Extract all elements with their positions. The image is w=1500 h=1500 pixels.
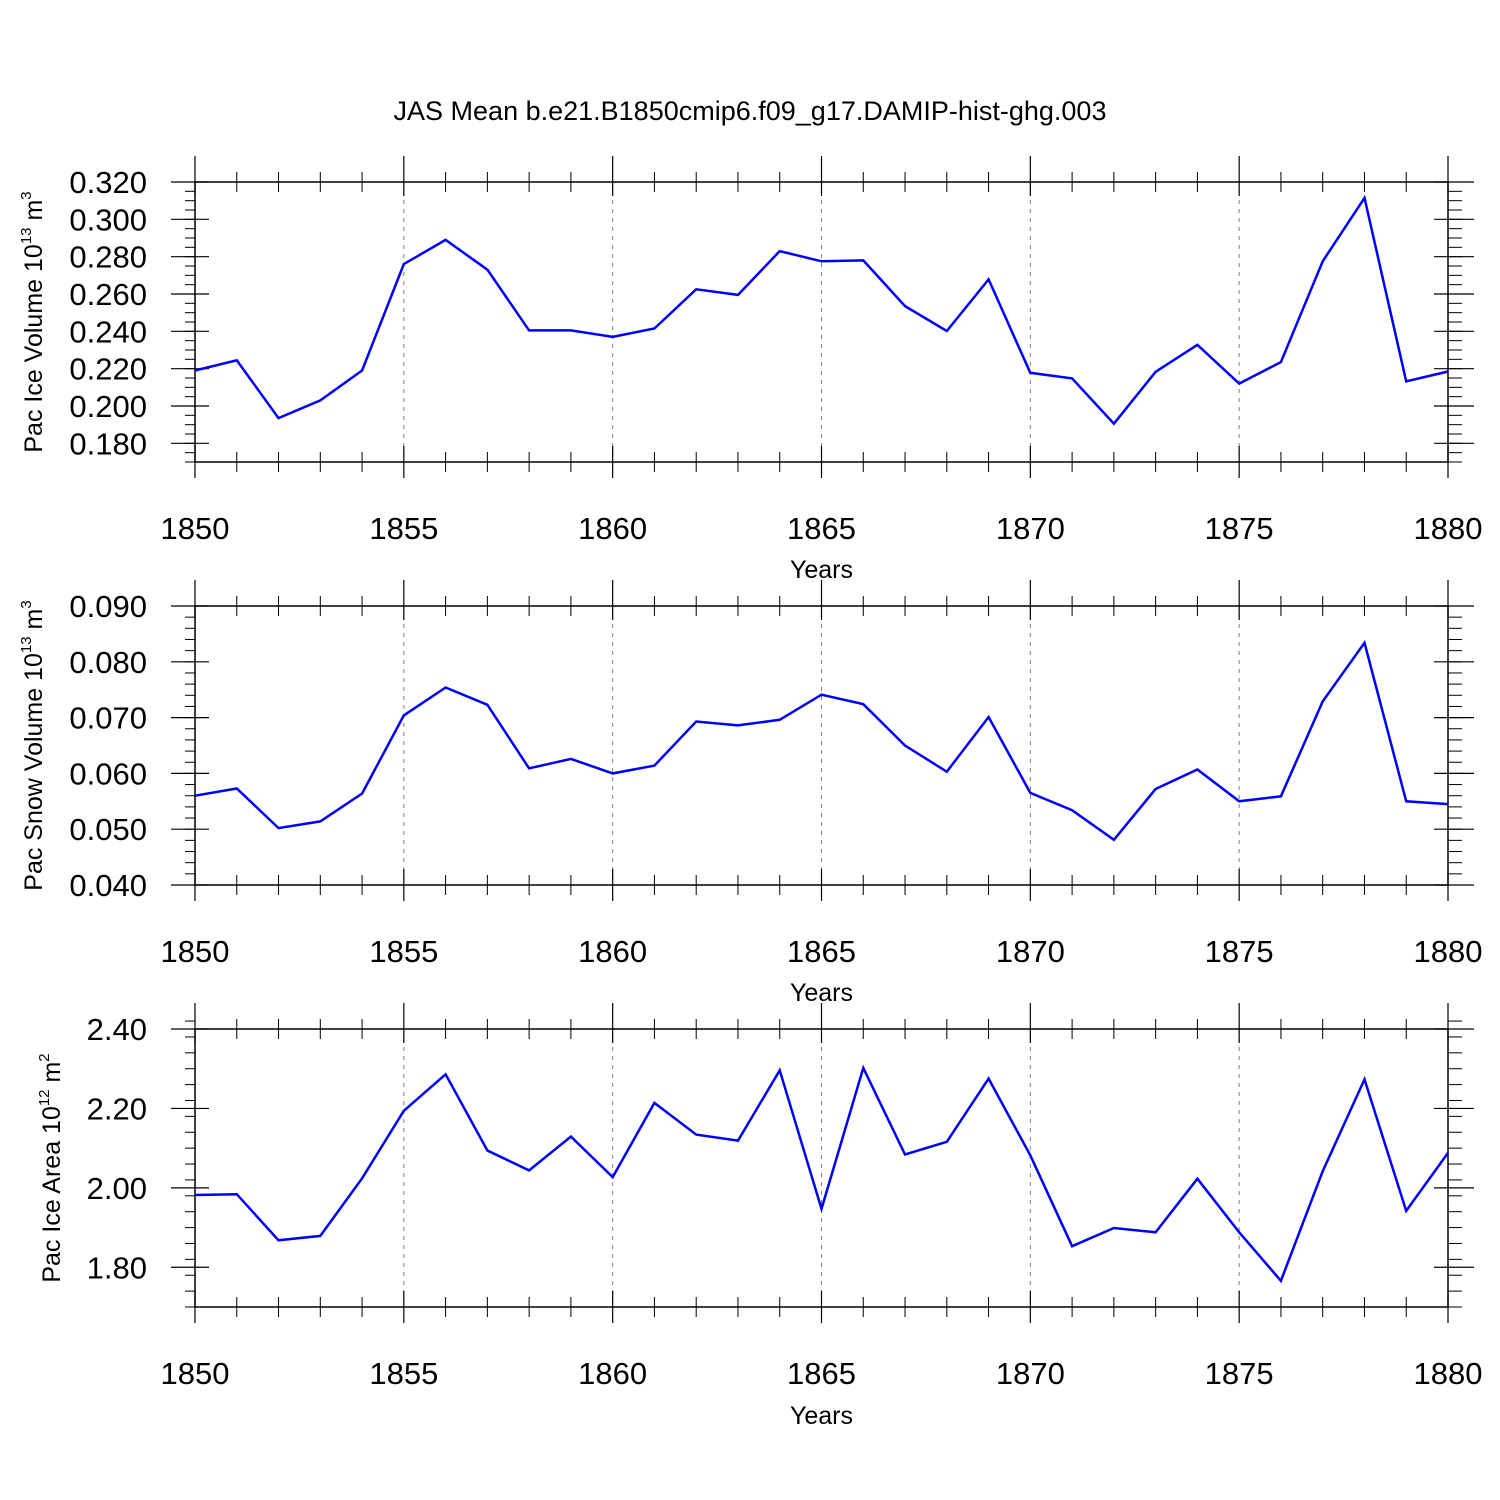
x-tick-label: 1870 bbox=[996, 934, 1065, 969]
x-axis-title: Years bbox=[790, 1402, 853, 1430]
y-axis-title-unit-exponent: 3 bbox=[18, 191, 35, 199]
y-axis-title: Pac Ice Volume 1013 m3 bbox=[18, 191, 48, 452]
x-tick-label: 1880 bbox=[1414, 511, 1483, 546]
y-axis-title-exponent: 13 bbox=[18, 636, 35, 653]
y-tick-label: 0.090 bbox=[69, 589, 147, 624]
y-tick-label: 0.080 bbox=[69, 645, 147, 680]
x-tick-label: 1860 bbox=[578, 511, 647, 546]
y-axis-title-unit: m bbox=[38, 1062, 66, 1090]
y-tick-label: 0.070 bbox=[69, 701, 147, 736]
y-axis-title: Pac Ice Area 1012 m2 bbox=[36, 1053, 66, 1282]
y-tick-label: 0.240 bbox=[69, 314, 147, 349]
x-axis-title: Years bbox=[790, 556, 853, 584]
x-tick-label: 1850 bbox=[161, 1356, 230, 1391]
y-axis-title-unit: m bbox=[20, 200, 48, 228]
y-axis-title-unit-exponent: 2 bbox=[36, 1053, 53, 1061]
y-tick-label: 0.180 bbox=[69, 426, 147, 461]
chart-title: JAS Mean b.e21.B1850cmip6.f09_g17.DAMIP-… bbox=[394, 96, 1107, 126]
y-axis-title: Pac Snow Volume 1013 m3 bbox=[18, 600, 48, 890]
x-tick-label: 1855 bbox=[369, 1356, 438, 1391]
y-axis-title-main: Pac Snow Volume 10 bbox=[20, 653, 48, 891]
y-axis-title-unit: m bbox=[20, 609, 48, 637]
y-tick-label: 0.200 bbox=[69, 389, 147, 424]
y-tick-label: 0.050 bbox=[69, 812, 147, 847]
x-tick-label: 1875 bbox=[1205, 511, 1274, 546]
x-tick-label: 1870 bbox=[996, 1356, 1065, 1391]
plot-frame bbox=[194, 181, 1449, 463]
y-axis-title-main: Pac Ice Volume 10 bbox=[20, 244, 48, 452]
panels: 0.1800.2000.2200.2400.2600.2800.3000.320… bbox=[18, 156, 1482, 1430]
x-tick-label: 1875 bbox=[1205, 1356, 1274, 1391]
y-tick-label: 0.220 bbox=[69, 352, 147, 387]
y-tick-label: 2.40 bbox=[87, 1012, 147, 1047]
x-tick-label: 1860 bbox=[578, 1356, 647, 1391]
y-tick-label: 1.80 bbox=[87, 1250, 147, 1285]
x-tick-label: 1850 bbox=[161, 934, 230, 969]
panel-3: 1.80 2.00 2.20 2.40 1850 1855 1860 1865 1870 1875… bbox=[36, 1003, 1482, 1430]
x-tick-label: 1870 bbox=[996, 511, 1065, 546]
x-tick-label: 1855 bbox=[369, 934, 438, 969]
y-tick-label: 0.280 bbox=[69, 240, 147, 275]
y-tick-label: 0.040 bbox=[69, 868, 147, 903]
panel-1: 0.1800.2000.2200.2400.2600.2800.3000.320… bbox=[18, 156, 1482, 584]
x-tick-label: 1865 bbox=[787, 511, 856, 546]
y-tick-label: 0.300 bbox=[69, 202, 147, 237]
panel-2: 0.040 0.050 0.060 0.070 0.080 0.090 1850 1855 18… bbox=[18, 580, 1482, 1007]
x-tick-label: 1880 bbox=[1414, 1356, 1483, 1391]
y-tick-label: 0.320 bbox=[69, 165, 147, 200]
y-axis-title-unit-exponent: 3 bbox=[18, 600, 35, 608]
y-tick-label: 2.00 bbox=[87, 1171, 147, 1206]
x-tick-label: 1860 bbox=[578, 934, 647, 969]
series-line-1 bbox=[194, 1064, 1450, 1284]
x-axis-title: Years bbox=[790, 979, 853, 1007]
x-tick-label: 1865 bbox=[787, 934, 856, 969]
y-tick-label: 0.260 bbox=[69, 277, 147, 312]
x-tick-label: 1880 bbox=[1414, 934, 1483, 969]
x-tick-label: 1855 bbox=[369, 511, 438, 546]
plot-frame bbox=[194, 605, 1449, 886]
y-tick-label: 0.060 bbox=[69, 756, 147, 791]
y-axis-title-exponent: 12 bbox=[36, 1089, 53, 1106]
x-tick-label: 1850 bbox=[161, 511, 230, 546]
y-axis-title-main: Pac Ice Area 10 bbox=[38, 1106, 66, 1283]
x-tick-label: 1865 bbox=[787, 1356, 856, 1391]
y-axis-title-exponent: 13 bbox=[18, 227, 35, 244]
series-line-1 bbox=[194, 639, 1449, 842]
y-tick-label: 2.20 bbox=[87, 1091, 147, 1126]
plot-frame bbox=[194, 1028, 1449, 1308]
x-tick-label: 1875 bbox=[1205, 934, 1274, 969]
series-line-1 bbox=[194, 194, 1449, 426]
